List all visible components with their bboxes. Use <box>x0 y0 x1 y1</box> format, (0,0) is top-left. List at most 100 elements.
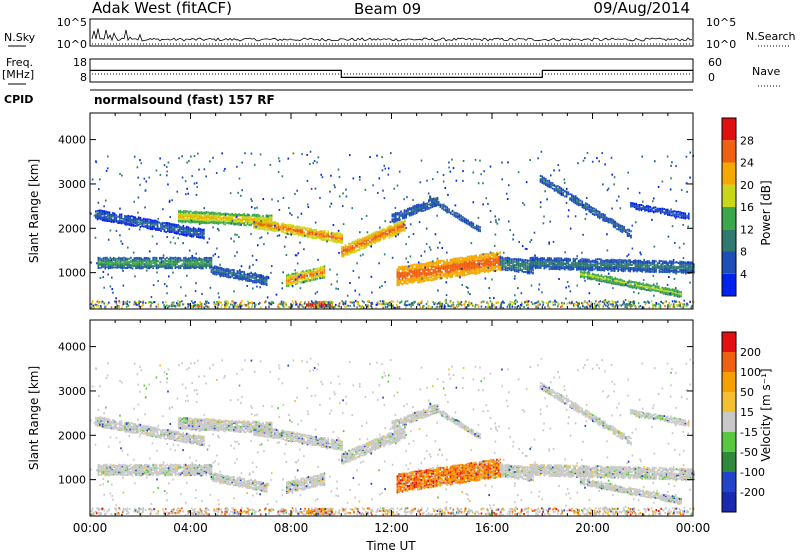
power-cell <box>317 234 319 237</box>
power-cell <box>558 265 561 268</box>
power-cell <box>400 228 403 231</box>
power-cell <box>246 222 249 225</box>
power-cell <box>403 267 405 270</box>
power-cell <box>651 268 654 271</box>
power-cell <box>201 228 203 231</box>
power-cell <box>172 227 174 230</box>
power-cell <box>169 263 172 266</box>
power-cell <box>672 269 674 272</box>
power-cell <box>152 256 154 259</box>
power-cell <box>215 269 218 272</box>
power-cell <box>426 204 428 207</box>
power-cell <box>638 284 641 287</box>
power-cell <box>170 224 173 227</box>
power-cell <box>258 281 261 284</box>
power-cell <box>379 236 382 239</box>
power-cell <box>504 262 507 265</box>
power-cell <box>403 215 406 218</box>
power-cell <box>236 277 239 280</box>
power-cell <box>436 264 438 267</box>
power-cell <box>465 273 467 276</box>
power-cell <box>415 274 418 277</box>
power-cell <box>442 273 445 276</box>
power-cell <box>653 260 656 263</box>
power-cell <box>472 265 474 268</box>
power-cell <box>233 218 235 221</box>
power-cell <box>102 262 105 265</box>
power-cell <box>540 257 542 260</box>
power-cell <box>181 221 183 224</box>
power-cell <box>454 274 457 277</box>
power-cell <box>299 233 302 236</box>
power-cell <box>227 221 230 224</box>
power-cell <box>490 257 493 260</box>
power-cell <box>203 213 206 216</box>
power-cell <box>128 260 130 263</box>
noise-panel: 10^5 10^0 10^5 10^0 N.Sky N.Search <box>4 16 796 51</box>
power-cell <box>605 275 608 278</box>
power-cell <box>353 251 356 254</box>
power-cell <box>284 224 286 227</box>
power-cell <box>514 263 516 266</box>
power-cell <box>155 219 157 222</box>
power-cell <box>148 225 150 228</box>
power-cell <box>241 274 244 277</box>
power-cell <box>112 259 115 262</box>
power-cell <box>465 267 467 270</box>
power-cell <box>622 267 625 270</box>
power-cell <box>154 259 156 262</box>
power-cell <box>238 275 240 278</box>
power-cell <box>596 260 599 263</box>
power-cell <box>291 230 293 233</box>
power-cell <box>632 269 635 272</box>
power-cell <box>257 278 259 281</box>
power-cell <box>418 263 421 266</box>
power-cell <box>395 222 397 225</box>
power-cell <box>381 231 383 234</box>
power-cell <box>253 224 255 227</box>
power-cell <box>496 261 498 264</box>
power-cell <box>322 239 324 242</box>
power-cell <box>302 273 304 276</box>
power-cell <box>311 230 314 233</box>
power-cell <box>311 235 314 238</box>
power-cell <box>489 266 491 269</box>
power-cell <box>140 266 142 269</box>
power-cell <box>401 270 404 273</box>
power-cell <box>485 252 488 255</box>
power-cell <box>311 270 313 273</box>
power-cell <box>398 223 401 226</box>
power-cell <box>222 216 225 219</box>
power-cell <box>601 263 604 266</box>
power-cell <box>428 203 430 206</box>
power-cell <box>226 270 228 273</box>
power-cell <box>405 213 408 216</box>
power-cell <box>341 235 343 238</box>
power-cell <box>195 256 197 259</box>
power-cell <box>641 264 644 267</box>
power-cell <box>159 261 161 264</box>
power-cell <box>120 222 123 225</box>
power-cell <box>466 269 469 272</box>
power-cell <box>662 268 664 271</box>
power-cell <box>478 271 481 274</box>
power-cell <box>131 261 134 264</box>
power-cell <box>248 276 251 279</box>
power-cell <box>512 261 514 264</box>
power-cell <box>121 262 124 265</box>
power-cell <box>390 228 392 231</box>
power-cell <box>399 281 402 284</box>
power-cell <box>102 258 105 261</box>
power-cell <box>355 246 357 249</box>
power-cell <box>250 223 252 226</box>
power-cell <box>300 280 302 283</box>
power-cell <box>351 246 354 249</box>
power-cell <box>629 259 631 262</box>
power-cell <box>199 233 202 236</box>
power-cell <box>307 269 310 272</box>
power-cell <box>517 266 520 269</box>
power-cell <box>639 268 642 271</box>
power-cell <box>437 265 440 268</box>
power-cell <box>327 234 330 237</box>
power-cell <box>478 254 481 257</box>
